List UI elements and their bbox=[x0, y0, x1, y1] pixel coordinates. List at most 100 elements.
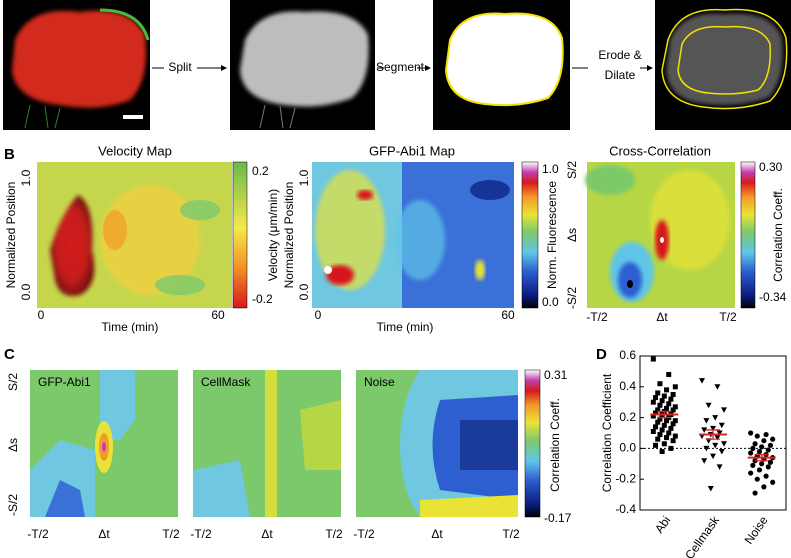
point bbox=[653, 395, 659, 401]
point bbox=[707, 485, 714, 492]
point bbox=[721, 407, 727, 413]
point bbox=[653, 442, 659, 448]
point bbox=[752, 441, 758, 447]
point bbox=[763, 431, 769, 438]
point bbox=[650, 399, 656, 405]
x-tick-label: Abi bbox=[652, 514, 673, 536]
y-tick-label: S/2 bbox=[565, 161, 579, 179]
colorbar-tick-label: -0.17 bbox=[544, 511, 572, 525]
colorbar-tick-label: -0.34 bbox=[759, 290, 787, 304]
point bbox=[661, 422, 667, 428]
image-split bbox=[230, 0, 375, 130]
point bbox=[655, 390, 661, 396]
point bbox=[703, 418, 710, 424]
colorbar bbox=[740, 161, 756, 309]
y-tick-label: S/2 bbox=[6, 373, 20, 391]
point bbox=[664, 387, 670, 393]
point bbox=[750, 462, 756, 468]
correlation-map bbox=[356, 370, 518, 517]
point bbox=[659, 448, 665, 454]
point bbox=[754, 433, 760, 439]
y-tick-label: -S/2 bbox=[6, 494, 20, 516]
correlation-map bbox=[30, 370, 178, 517]
x-axis-label: Time (min) bbox=[377, 320, 434, 334]
point bbox=[670, 438, 676, 444]
point bbox=[699, 378, 705, 384]
point bbox=[718, 422, 725, 429]
point bbox=[750, 445, 756, 451]
point bbox=[721, 441, 727, 447]
point bbox=[701, 458, 708, 464]
x-tick-label: Δt bbox=[431, 527, 443, 541]
plot-frame bbox=[639, 355, 787, 511]
map-name: CellMask bbox=[201, 375, 251, 389]
y-tick-label: -0.2 bbox=[615, 471, 636, 485]
point bbox=[710, 425, 716, 432]
step-label: Segment bbox=[376, 60, 425, 74]
point bbox=[710, 453, 716, 460]
abi1-map bbox=[312, 162, 514, 308]
map-name: GFP-Abi1 bbox=[38, 375, 91, 389]
y-tick-label: 0.0 bbox=[619, 441, 636, 455]
point bbox=[659, 427, 665, 433]
map-title: GFP-Abi1 Map bbox=[369, 143, 455, 158]
point bbox=[666, 371, 672, 377]
x-tick-label: T/2 bbox=[325, 527, 343, 541]
y-tick-label: 0.0 bbox=[297, 283, 311, 300]
point bbox=[752, 490, 758, 496]
step-label: Dilate bbox=[605, 68, 636, 82]
point bbox=[672, 384, 678, 390]
map-name: Noise bbox=[364, 375, 395, 389]
point bbox=[712, 442, 719, 449]
colorbar-label: Velocity (μm/min) bbox=[266, 189, 280, 281]
colorbar-label: Correlation Coeff. bbox=[548, 398, 562, 492]
x-tick-label: 60 bbox=[501, 308, 515, 322]
point bbox=[657, 381, 663, 387]
point bbox=[661, 441, 667, 447]
x-tick-label: -T/2 bbox=[353, 527, 375, 541]
point bbox=[664, 418, 670, 424]
point bbox=[655, 407, 661, 413]
point bbox=[657, 432, 663, 438]
point bbox=[761, 484, 767, 490]
point bbox=[672, 433, 678, 439]
panel-label: C bbox=[4, 346, 15, 363]
point bbox=[668, 396, 674, 402]
colorbar-tick-label: 1.0 bbox=[542, 162, 559, 176]
y-tick-label: 1.0 bbox=[297, 169, 311, 186]
point bbox=[653, 424, 659, 430]
point bbox=[716, 430, 723, 436]
cross-correlation-map bbox=[585, 162, 735, 308]
velocity-map bbox=[37, 162, 232, 308]
point bbox=[759, 444, 765, 450]
colorbar bbox=[232, 161, 248, 309]
x-tick-label: 60 bbox=[211, 308, 225, 322]
colorbar bbox=[521, 161, 539, 309]
x-tick-label: Noise bbox=[742, 513, 771, 546]
point bbox=[714, 435, 721, 441]
point bbox=[748, 430, 754, 436]
y-tick-label: Δs bbox=[6, 438, 20, 452]
point bbox=[714, 384, 721, 390]
point bbox=[650, 428, 656, 434]
image-erode-dilate bbox=[655, 0, 791, 130]
point bbox=[712, 415, 719, 421]
colorbar-label: Correlation Coeff. bbox=[771, 188, 785, 282]
point bbox=[770, 436, 776, 442]
x-tick-label: T/2 bbox=[502, 527, 520, 541]
point bbox=[664, 405, 670, 411]
x-tick-label: -T/2 bbox=[586, 310, 608, 324]
y-tick-label: 1.0 bbox=[19, 169, 33, 186]
point bbox=[756, 448, 763, 455]
point bbox=[666, 430, 672, 436]
x-tick-label: Cellmask bbox=[682, 513, 722, 558]
error-bar bbox=[754, 453, 769, 462]
point bbox=[716, 464, 723, 470]
point bbox=[761, 438, 767, 444]
step-label: Erode & bbox=[598, 48, 641, 62]
x-tick-label: Δt bbox=[656, 310, 668, 324]
point bbox=[661, 393, 667, 399]
point bbox=[653, 410, 659, 416]
point bbox=[748, 470, 754, 476]
map-title: Velocity Map bbox=[98, 143, 172, 158]
